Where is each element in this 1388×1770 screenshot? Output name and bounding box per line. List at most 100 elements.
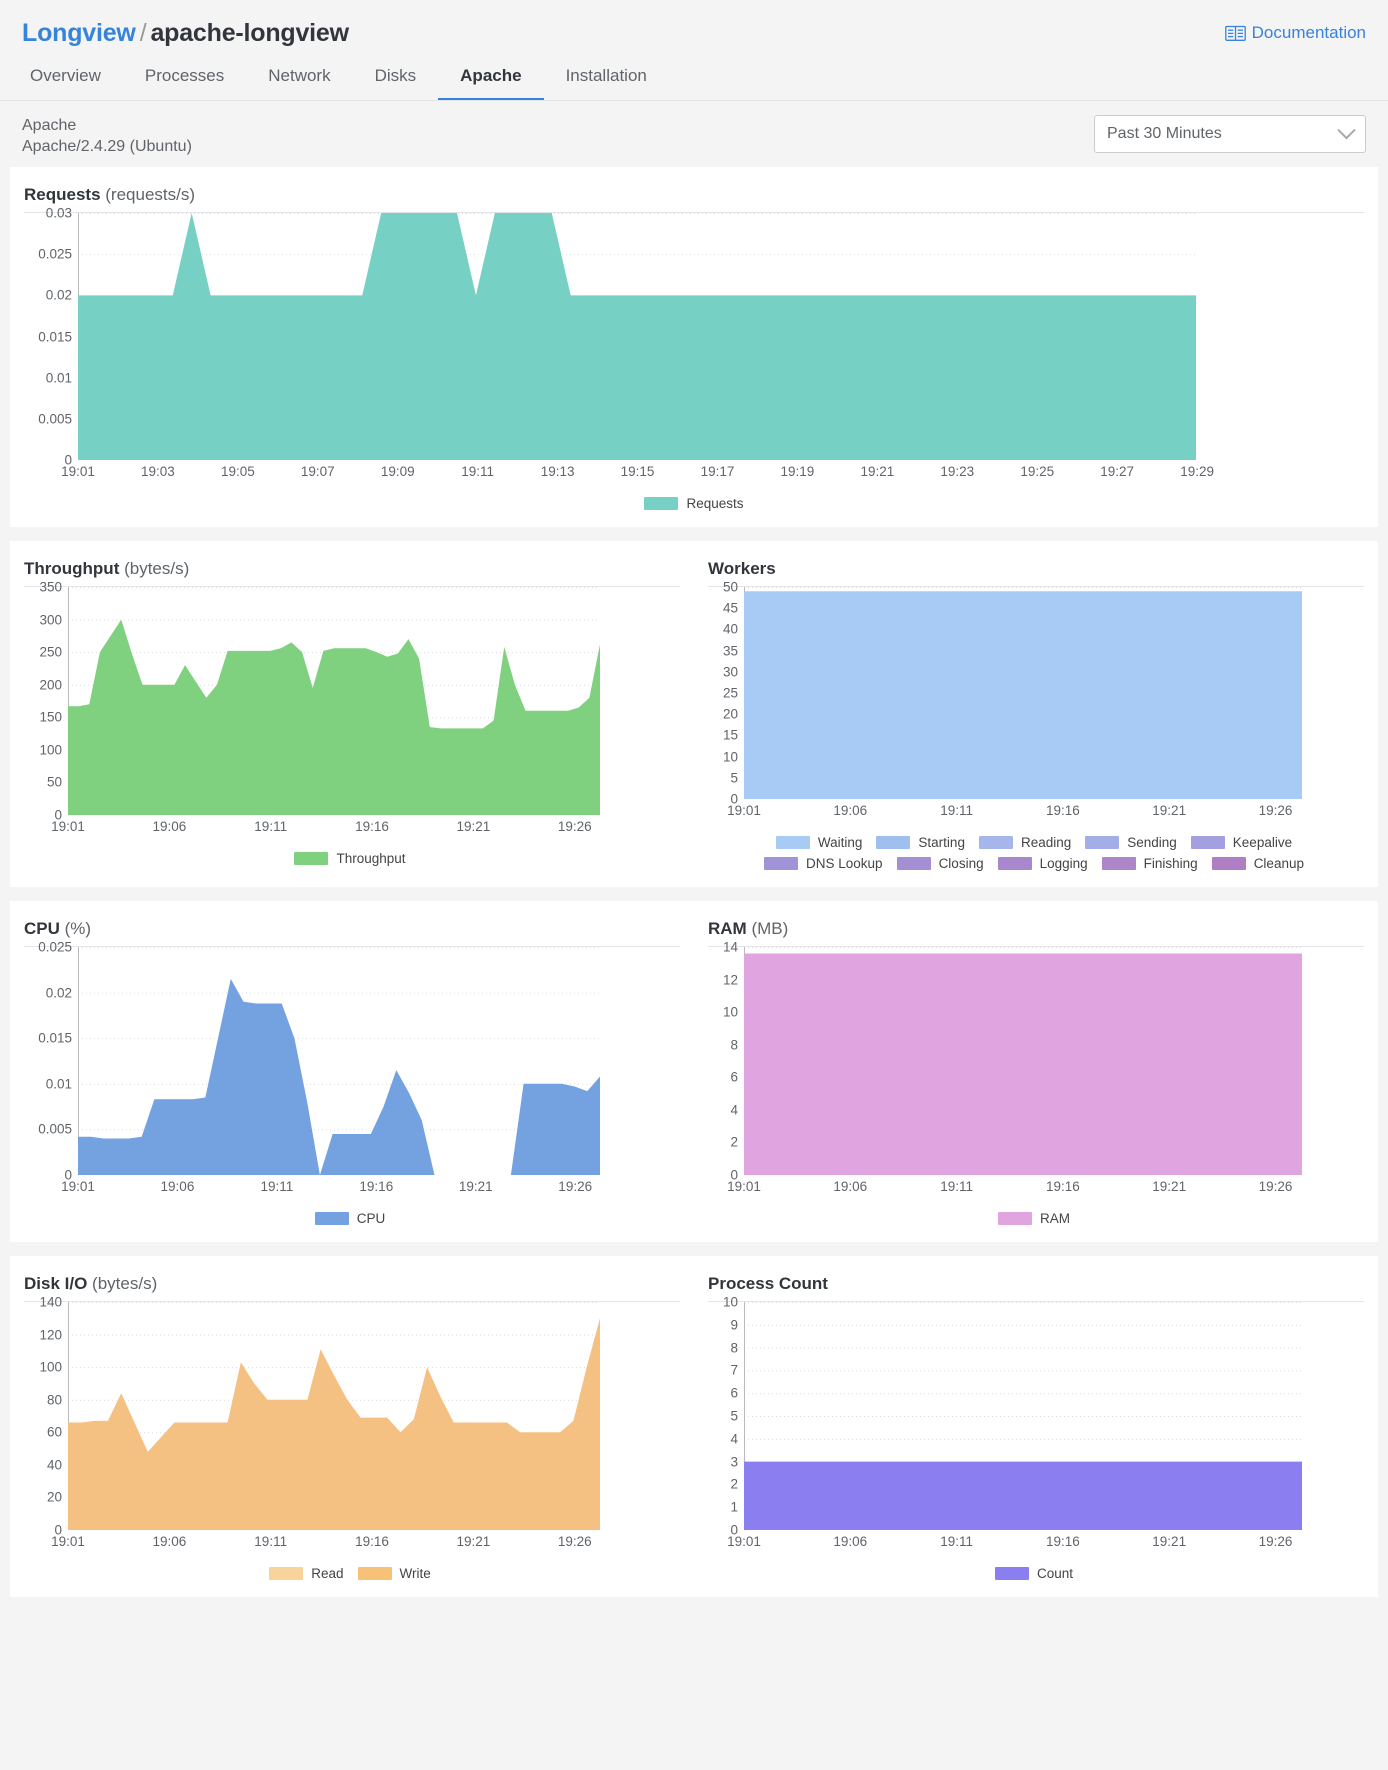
y-tick-label: 350 xyxy=(39,579,62,595)
tab-processes[interactable]: Processes xyxy=(144,66,225,85)
legend-item[interactable]: RAM xyxy=(998,1211,1070,1226)
cpu-x-axis: 19:01 19:06 19:11 19:16 19:21 19:26 xyxy=(10,1175,690,1201)
y-tick-label: 12 xyxy=(722,972,738,988)
requests-card: Requests (requests/s) 0 0.005 0.01 0.015 0.0… xyxy=(10,167,1378,527)
legend-item[interactable]: Cleanup xyxy=(1211,856,1304,871)
x-tick-label: 19:01 xyxy=(61,1179,95,1194)
x-tick-label: 19:26 xyxy=(1258,803,1293,818)
breadcrumb-root-link[interactable]: Longview xyxy=(22,19,136,47)
legend-item[interactable]: Keepalive xyxy=(1190,835,1292,850)
legend-item[interactable]: Starting xyxy=(876,835,965,850)
y-tick-label: 15 xyxy=(722,727,738,743)
x-tick-label: 19:16 xyxy=(1045,1179,1080,1194)
workers-series-waiting xyxy=(744,591,1302,799)
x-tick-label: 19:11 xyxy=(940,1179,973,1194)
disk-io-title: Disk I/O (bytes/s) xyxy=(10,1264,694,1301)
disk-io-chart[interactable]: 0 20 40 60 80 100 120 140 19:01 19:06 19:11 19:16 19… xyxy=(10,1295,694,1587)
x-tick-label: 19:21 xyxy=(456,1534,491,1549)
x-tick-label: 19:21 xyxy=(1152,803,1187,818)
legend-item[interactable]: Waiting xyxy=(775,835,862,850)
legend-item[interactable]: Closing xyxy=(896,856,984,871)
y-tick-label: 0.01 xyxy=(45,370,72,386)
time-range-select[interactable]: Past 30 Minutes xyxy=(1094,115,1366,153)
y-tick-label: 8 xyxy=(730,1037,738,1053)
y-tick-label: 0 xyxy=(64,452,72,468)
divider xyxy=(24,946,680,947)
y-tick-label: 80 xyxy=(46,1392,62,1408)
y-tick-label: 5 xyxy=(730,1408,738,1424)
tab-overview[interactable]: Overview xyxy=(30,66,101,85)
x-tick-label: 19:06 xyxy=(152,1534,187,1549)
legend-item[interactable]: Requests xyxy=(644,496,744,511)
legend-swatch xyxy=(994,1567,1029,1580)
y-tick-label: 5 xyxy=(730,770,738,786)
cpu-title-text: CPU xyxy=(24,919,60,938)
y-tick-label: 10 xyxy=(722,1294,738,1310)
workers-plot-area: 0 5 10 15 20 25 30 35 40 45 50 xyxy=(694,580,1374,807)
legend-swatch xyxy=(997,857,1032,870)
process-count-title-text: Process Count xyxy=(708,1274,828,1293)
cpu-chart[interactable]: 0 0.005 0.01 0.015 0.02 0.025 19:01 19:06 19:11 1… xyxy=(10,940,694,1232)
ram-card: RAM (MB) 0 2 4 6 8 10 12 14 19:01 19:06 19:11 19:16… xyxy=(694,909,1378,1232)
y-tick-label: 50 xyxy=(722,579,738,595)
legend-item[interactable]: DNS Lookup xyxy=(764,856,883,871)
disk-io-plot-area: 0 20 40 60 80 100 120 140 xyxy=(10,1295,690,1538)
requests-legend: Requests xyxy=(10,486,1378,517)
documentation-label: Documentation xyxy=(1251,23,1366,42)
requests-chart[interactable]: 0 0.005 0.01 0.015 0.02 0.025 0.03 19:01 19:03 19… xyxy=(10,206,1378,517)
requests-series-requests xyxy=(78,213,1196,460)
x-tick-label: 19:06 xyxy=(160,1179,195,1194)
legend-label: DNS Lookup xyxy=(806,856,883,871)
x-tick-label: 19:05 xyxy=(220,464,255,479)
documentation-link[interactable]: Documentation xyxy=(1224,23,1366,43)
disk-io-legend: Read Write xyxy=(10,1556,690,1587)
legend-item[interactable]: Read xyxy=(269,1566,344,1581)
divider xyxy=(24,1301,680,1302)
throughput-chart[interactable]: 0 50 100 150 200 250 300 350 19:01 19:06 19:11 19:1… xyxy=(10,580,694,872)
legend-item[interactable]: Reading xyxy=(978,835,1071,850)
service-name: Apache xyxy=(22,117,77,134)
breadcrumb-separator: / xyxy=(139,19,147,47)
legend-label: Throughput xyxy=(336,851,406,866)
tab-network[interactable]: Network xyxy=(268,66,331,85)
ram-title: RAM (MB) xyxy=(694,909,1378,946)
y-tick-label: 0.005 xyxy=(38,1121,72,1137)
legend-item[interactable]: Logging xyxy=(997,856,1088,871)
cpu-title-unit: (%) xyxy=(64,919,92,938)
workers-chart[interactable]: 0 5 10 15 20 25 30 35 40 45 50 19:01 19:06 19:11 19:16… xyxy=(694,580,1378,877)
cpu-series-cpu xyxy=(78,978,600,1175)
divider xyxy=(24,212,1364,213)
legend-item[interactable]: Sending xyxy=(1085,835,1177,850)
throughput-workers-row: Throughput (bytes/s) 0 50 100 150 200 250 300 3… xyxy=(10,541,1378,887)
process-count-svg xyxy=(744,1302,1302,1530)
y-tick-label: 0.02 xyxy=(45,985,72,1001)
x-tick-label: 19:26 xyxy=(557,1534,592,1549)
tab-bar: Overview Processes Network Disks Apache … xyxy=(0,48,1388,101)
x-tick-label: 19:15 xyxy=(620,464,655,479)
tab-disks[interactable]: Disks xyxy=(374,66,417,85)
legend-item[interactable]: CPU xyxy=(314,1211,385,1226)
tab-installation[interactable]: Installation xyxy=(565,66,647,85)
process-count-legend: Count xyxy=(694,1556,1374,1587)
throughput-series-throughput xyxy=(68,619,600,815)
legend-swatch xyxy=(775,836,810,849)
legend-label: Cleanup xyxy=(1253,856,1304,871)
legend-label: Logging xyxy=(1039,856,1088,871)
process-count-chart[interactable]: 0 1 2 3 4 5 6 7 8 9 10 19:01 19:06 19:11 19:16 19:21 19:… xyxy=(694,1295,1378,1587)
x-tick-label: 19:13 xyxy=(540,464,575,479)
y-tick-label: 6 xyxy=(730,1385,738,1401)
legend-item[interactable]: Count xyxy=(994,1566,1073,1581)
top-header: Longview / apache-longview Documentation xyxy=(0,0,1388,48)
ram-chart[interactable]: 0 2 4 6 8 10 12 14 19:01 19:06 19:11 19:16 19:21 19:2… xyxy=(694,940,1378,1232)
ram-legend: RAM xyxy=(694,1201,1374,1232)
legend-swatch xyxy=(1085,836,1120,849)
legend-label: Write xyxy=(399,1566,431,1581)
legend-item[interactable]: Throughput xyxy=(294,851,406,866)
workers-x-axis: 19:01 19:06 19:11 19:16 19:21 19:26 xyxy=(694,799,1374,825)
x-tick-label: 19:11 xyxy=(254,1534,288,1549)
ram-x-axis: 19:01 19:06 19:11 19:16 19:21 19:26 xyxy=(694,1175,1374,1201)
legend-item[interactable]: Write xyxy=(357,1566,431,1581)
legend-item[interactable]: Finishing xyxy=(1101,856,1198,871)
tab-apache[interactable]: Apache xyxy=(438,60,544,100)
y-tick-label: 35 xyxy=(722,643,738,659)
